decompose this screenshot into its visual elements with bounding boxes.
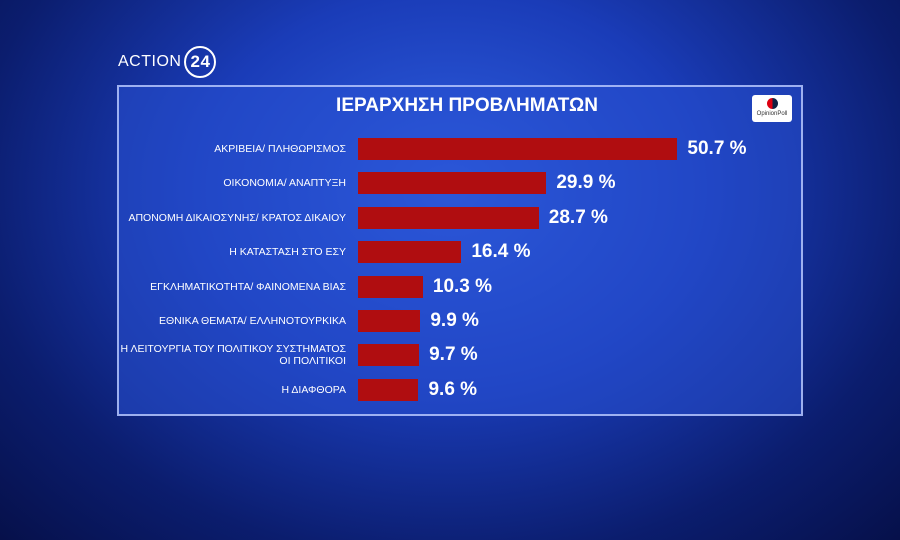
value-label: 50.7 % — [687, 138, 747, 159]
value-label: 9.7 % — [429, 344, 478, 366]
category-label: ΕΓΚΛΗΜΑΤΙΚΟΤΗΤΑ/ ΦΑΙΝΟΜΕΝΑ ΒΙΑΣ — [150, 280, 346, 293]
category-label: ΕΘΝΙΚΑ ΘΕΜΑΤΑ/ ΕΛΛΗΝΟΤΟΥΡΚΙΚΑ — [159, 315, 346, 327]
bar — [358, 310, 421, 332]
logo-number: 24 — [184, 46, 217, 78]
logo-name: ACTION — [118, 53, 182, 70]
poll-logo-text: OpinionPoll — [756, 111, 788, 117]
category-label: ΟΙΚΟΝΟΜΙΑ/ ΑΝΑΠΤΥΞΗ — [223, 177, 346, 190]
bar — [358, 378, 419, 401]
channel-logo: ACTION 24 — [118, 46, 217, 78]
bar — [358, 275, 423, 298]
bar — [358, 172, 547, 195]
category-label: Η ΚΑΤΑΣΤΑΣΗ ΣΤΟ ΕΣΥ — [229, 246, 346, 259]
poll-logo: OpinionPoll — [752, 95, 792, 122]
category-label: ΑΚΡΙΒΕΙΑ/ ΠΛΗΘΩΡΙΣΜΟΣ — [214, 143, 346, 155]
poll-logo-icon — [766, 98, 778, 109]
value-label: 28.7 % — [548, 206, 608, 228]
bar — [358, 206, 539, 229]
value-label: 16.4 % — [471, 241, 531, 263]
value-label: 9.6 % — [428, 378, 478, 400]
category-label: Η ΛΕΙΤΟΥΡΓΙΑ ΤΟΥ ΠΟΛΙΤΙΚΟΥ ΣΥΣΤΗΜΑΤΟΣ ΟΙ… — [120, 343, 346, 368]
value-label: 29.9 % — [556, 172, 616, 194]
category-label: Η ΔΙΑΦΘΟΡΑ — [281, 383, 347, 396]
bar — [358, 241, 462, 264]
bar — [358, 344, 420, 367]
bar — [358, 138, 678, 160]
category-label: ΑΠΟΝΟΜΗ ΔΙΚΑΙΟΣΥΝΗΣ/ ΚΡΑΤΟΣ ΔΙΚΑΙΟΥ — [128, 211, 346, 224]
value-label: 10.3 % — [432, 275, 493, 297]
chart-title: ΙΕΡΑΡΧΗΣΗ ΠΡΟΒΛΗΜΑΤΩΝ — [336, 95, 598, 116]
value-label: 9.9 % — [430, 310, 479, 331]
